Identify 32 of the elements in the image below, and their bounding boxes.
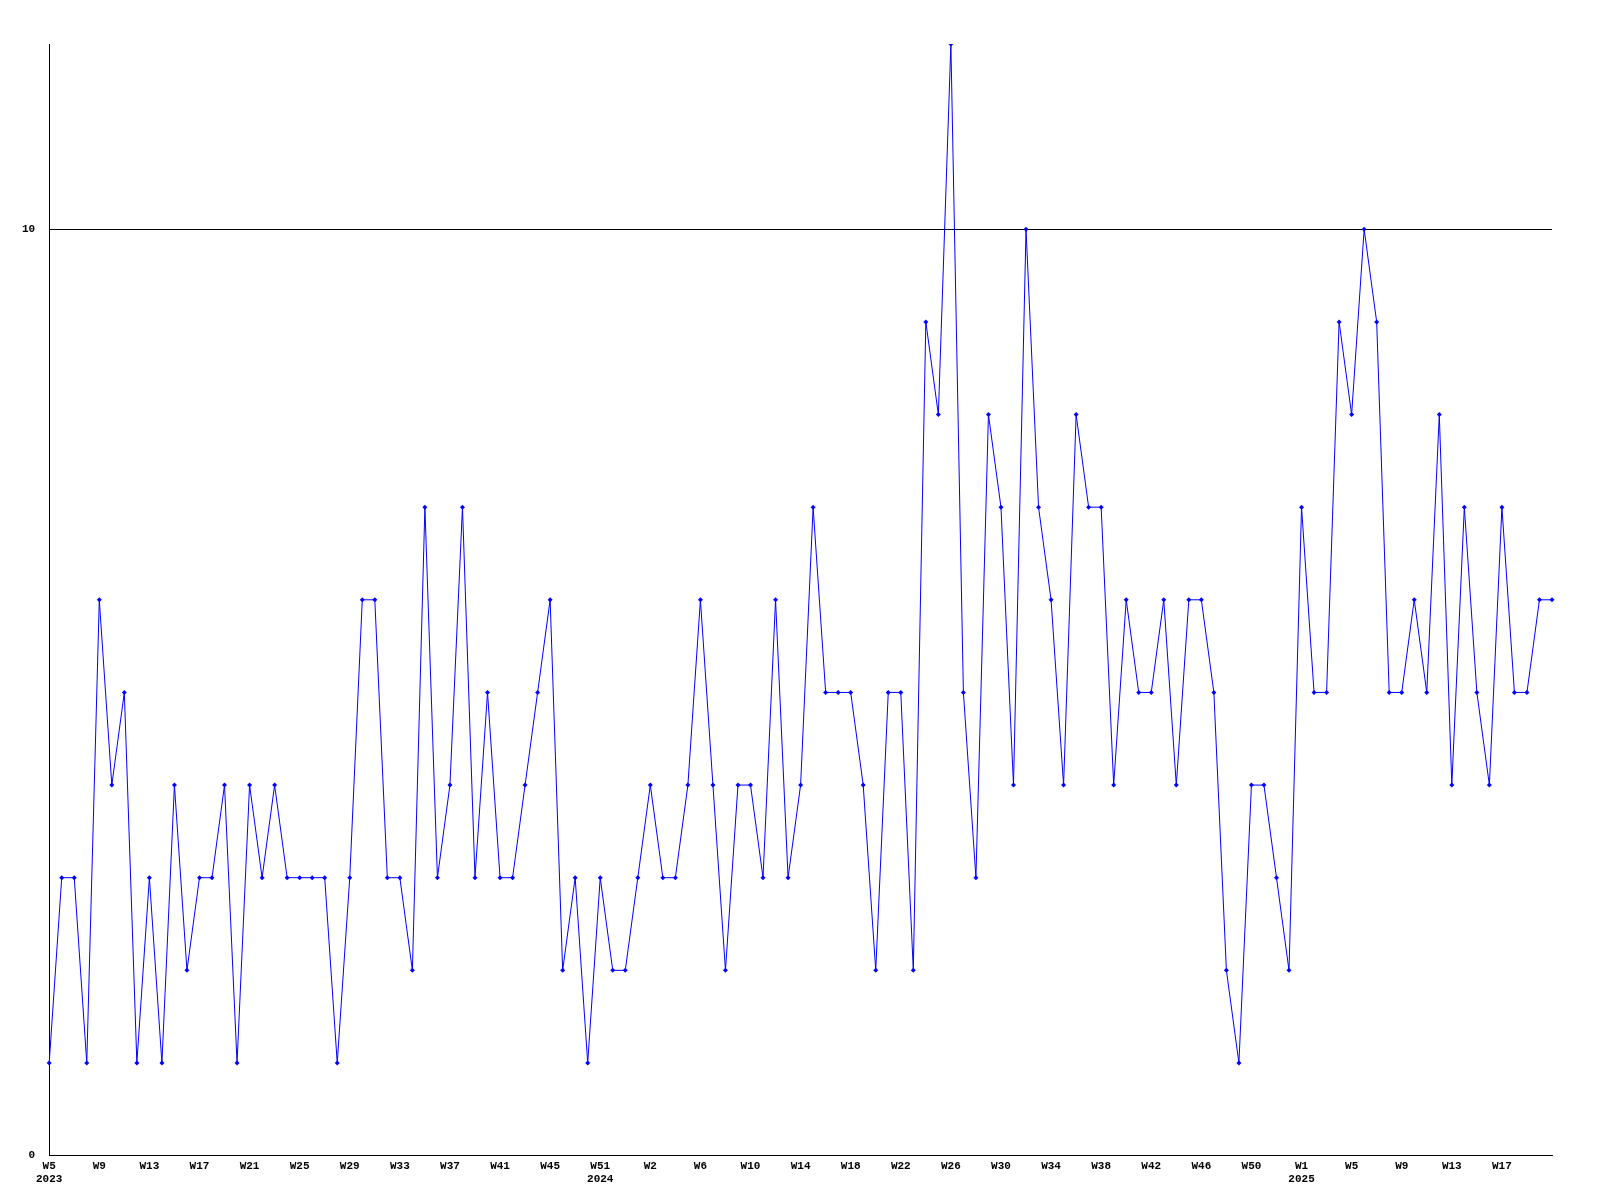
y-tick-label: 0 — [28, 1149, 36, 1162]
x-tick-label: W29 — [339, 1159, 360, 1172]
x-tick-label: W13 — [139, 1159, 160, 1172]
y-tick-label: 10 — [22, 223, 36, 236]
x-tick-label: W9 — [1395, 1159, 1409, 1172]
x-tick-label: W46 — [1191, 1159, 1212, 1172]
x-tick-label: W5 2023 — [36, 1159, 63, 1186]
x-tick-label: W51 2024 — [587, 1159, 614, 1186]
x-tick-label: W41 — [490, 1159, 511, 1172]
x-tick-label: W18 — [840, 1159, 861, 1172]
x-tick-label: W14 — [790, 1159, 811, 1172]
x-tick-label: W17 — [1492, 1159, 1512, 1172]
x-tick-label: W38 — [1091, 1159, 1112, 1172]
x-tick-label: W26 — [940, 1159, 961, 1172]
x-tick-label: W37 — [440, 1159, 460, 1172]
x-tick-label: W45 — [540, 1159, 561, 1172]
x-tick-label: W5 — [1345, 1159, 1359, 1172]
x-tick-label: W2 — [643, 1159, 657, 1172]
x-tick-label: W25 — [289, 1159, 310, 1172]
x-tick-label: W1 2025 — [1288, 1159, 1316, 1186]
x-tick-label: W13 — [1441, 1159, 1463, 1172]
x-tick-label: W33 — [389, 1159, 411, 1172]
x-tick-label: W50 — [1241, 1159, 1262, 1172]
x-tick-label: W21 — [239, 1159, 260, 1172]
x-tick-label: W42 — [1141, 1159, 1162, 1172]
x-tick-label: W6 — [693, 1159, 708, 1172]
x-tick-label: W22 — [890, 1159, 911, 1172]
x-tick-label: W17 — [189, 1159, 210, 1172]
x-tick-label: W10 — [740, 1159, 761, 1172]
x-tick-label: W30 — [991, 1159, 1011, 1172]
x-tick-label: W34 — [1041, 1159, 1062, 1172]
x-tick-label: W9 — [92, 1159, 106, 1172]
